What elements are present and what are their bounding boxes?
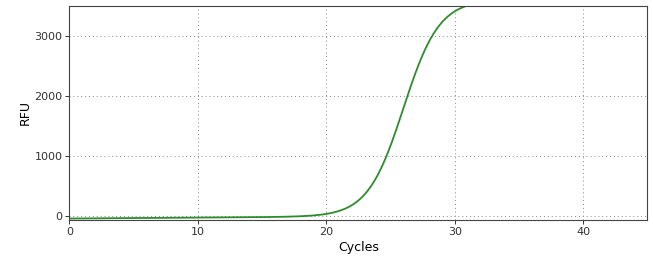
Y-axis label: RFU: RFU xyxy=(19,100,31,125)
X-axis label: Cycles: Cycles xyxy=(338,242,379,255)
